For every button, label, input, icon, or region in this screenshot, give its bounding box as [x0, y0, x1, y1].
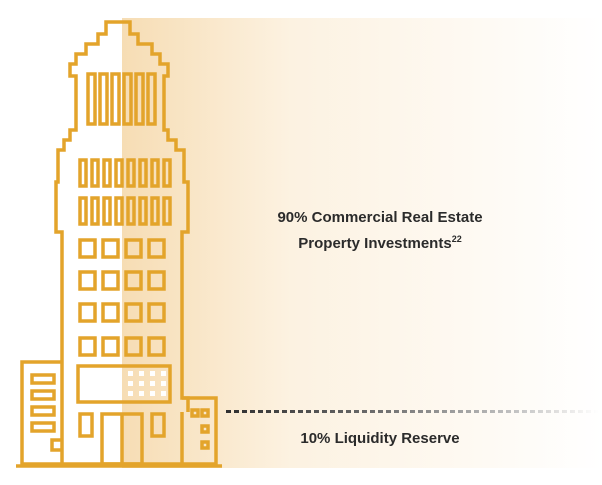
real-estate-allocation-line2: Property Investments: [298, 235, 452, 252]
real-estate-allocation-line2-wrap: Property Investments22: [230, 231, 530, 257]
real-estate-allocation-line1: 90% Commercial Real Estate: [277, 209, 483, 226]
tower-outline: [54, 20, 190, 412]
allocation-divider-dashed-line: [226, 410, 598, 413]
real-estate-allocation-label: 90% Commercial Real Estate Property Inve…: [230, 205, 530, 257]
tower-base-outline: [60, 412, 184, 466]
footnote-marker: 22: [451, 234, 462, 244]
lower-window-block: [76, 364, 172, 404]
left-annex-outline: [20, 360, 62, 466]
real-estate-allocation-band: [122, 18, 602, 468]
liquidity-reserve-label: 10% Liquidity Reserve: [300, 430, 460, 447]
right-annex-outline: [182, 396, 218, 466]
